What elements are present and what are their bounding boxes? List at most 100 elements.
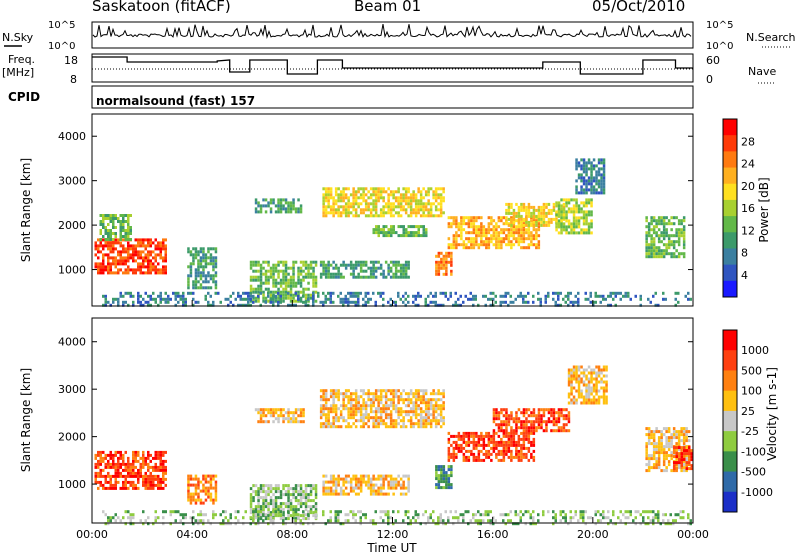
heatmap-cell (347, 474, 350, 478)
heatmap-cell (672, 436, 676, 440)
heatmap-cell (655, 231, 658, 235)
heatmap-cell (214, 513, 217, 517)
heatmap-cell (164, 247, 167, 251)
nsky-right-tick-bottom: 10^0 (706, 41, 733, 52)
heatmap-cell (214, 486, 218, 490)
heatmap-cell (287, 499, 290, 503)
heatmap-cell (332, 422, 335, 426)
heatmap-cell (675, 452, 678, 456)
heatmap-cell (434, 401, 438, 405)
heatmap-cell (357, 303, 360, 307)
heatmap-cell (299, 411, 303, 415)
heatmap-cell (99, 271, 102, 275)
heatmap-cell (354, 266, 358, 270)
heatmap-cell (282, 519, 285, 523)
heatmap-cell (297, 490, 300, 494)
heatmap-cell (665, 436, 668, 440)
heatmap-cell (109, 456, 112, 460)
heatmap-cell (97, 247, 100, 251)
heatmap-cell (112, 241, 115, 245)
heatmap-cell (129, 471, 132, 475)
heatmap-cell (678, 461, 681, 465)
heatmap-cell (402, 480, 405, 484)
heatmap-cell (652, 457, 656, 461)
heatmap-cell (327, 269, 330, 273)
heatmap-cell (267, 299, 270, 303)
heatmap-cell (389, 205, 393, 209)
heatmap-cell (287, 281, 290, 285)
heatmap-cell (510, 228, 513, 232)
heatmap-cell (352, 513, 355, 517)
heatmap-cell (667, 436, 671, 440)
heatmap-cell (312, 260, 315, 264)
heatmap-cell (419, 395, 423, 399)
heatmap-cell (670, 457, 673, 461)
heatmap-cell (149, 477, 152, 481)
heatmap-cell (102, 247, 105, 251)
heatmap-cell (372, 416, 375, 420)
heatmap-cell (605, 368, 608, 372)
heatmap-cell (264, 420, 268, 424)
heatmap-cell (404, 266, 408, 270)
heatmap-cell (532, 211, 536, 215)
heatmap-cell (314, 484, 318, 488)
heatmap-cell (294, 487, 298, 491)
heatmap-cell (515, 411, 518, 415)
heatmap-cell (114, 519, 117, 523)
heatmap-cell (525, 237, 528, 241)
heatmap-cell (590, 167, 593, 171)
heatmap-cell (384, 474, 388, 478)
heatmap-cell (342, 401, 345, 405)
heatmap-cell (520, 411, 523, 415)
heatmap-cell (527, 426, 531, 430)
heatmap-cell (347, 519, 350, 523)
heatmap-cell (499, 300, 502, 304)
heatmap-cell (512, 237, 516, 241)
heatmap-cell (489, 297, 492, 301)
heatmap-cell (517, 220, 521, 224)
heatmap-cell (122, 223, 125, 226)
heatmap-cell (162, 450, 165, 454)
heatmap-cell (427, 208, 430, 212)
heatmap-cell (475, 458, 478, 462)
heatmap-cell (214, 492, 218, 496)
heatmap-cell (367, 404, 370, 408)
heatmap-cell (252, 300, 255, 304)
heatmap-cell (249, 297, 252, 301)
heatmap-cell (572, 300, 575, 304)
heatmap-cell (177, 294, 180, 298)
heatmap-cell (560, 408, 563, 412)
heatmap-cell (685, 461, 688, 465)
heatmap-cell (437, 404, 440, 408)
heatmap-cell (312, 505, 315, 509)
heatmap-cell (477, 246, 481, 250)
heatmap-cell (304, 484, 308, 488)
heatmap-cell (592, 191, 596, 195)
heatmap-cell (374, 389, 378, 393)
heatmap-cell (472, 231, 476, 235)
heatmap-cell (324, 214, 328, 218)
heatmap-cell (517, 437, 521, 441)
heatmap-cell (422, 228, 425, 232)
heatmap-cell (264, 414, 268, 418)
heatmap-cell (505, 423, 508, 427)
heatmap-cell (319, 422, 323, 426)
heatmap-cell (442, 471, 446, 475)
heatmap-cell (307, 499, 310, 503)
heatmap-cell (592, 167, 596, 171)
heatmap-cell (662, 469, 666, 473)
heatmap-cell (397, 291, 400, 295)
heatmap-cell (137, 244, 140, 248)
heatmap-cell (134, 483, 137, 487)
heatmap-cell (194, 277, 198, 281)
heatmap-cell (555, 213, 558, 217)
heatmap-cell (575, 204, 578, 208)
heatmap-cell (495, 443, 498, 447)
heatmap-cell (327, 211, 330, 215)
heatmap-cell (557, 303, 560, 307)
heatmap-cell (267, 522, 270, 526)
heatmap-cell (367, 477, 370, 481)
heatmap-cell (347, 480, 350, 484)
heatmap-cell (204, 259, 208, 263)
heatmap-cell (329, 294, 332, 298)
